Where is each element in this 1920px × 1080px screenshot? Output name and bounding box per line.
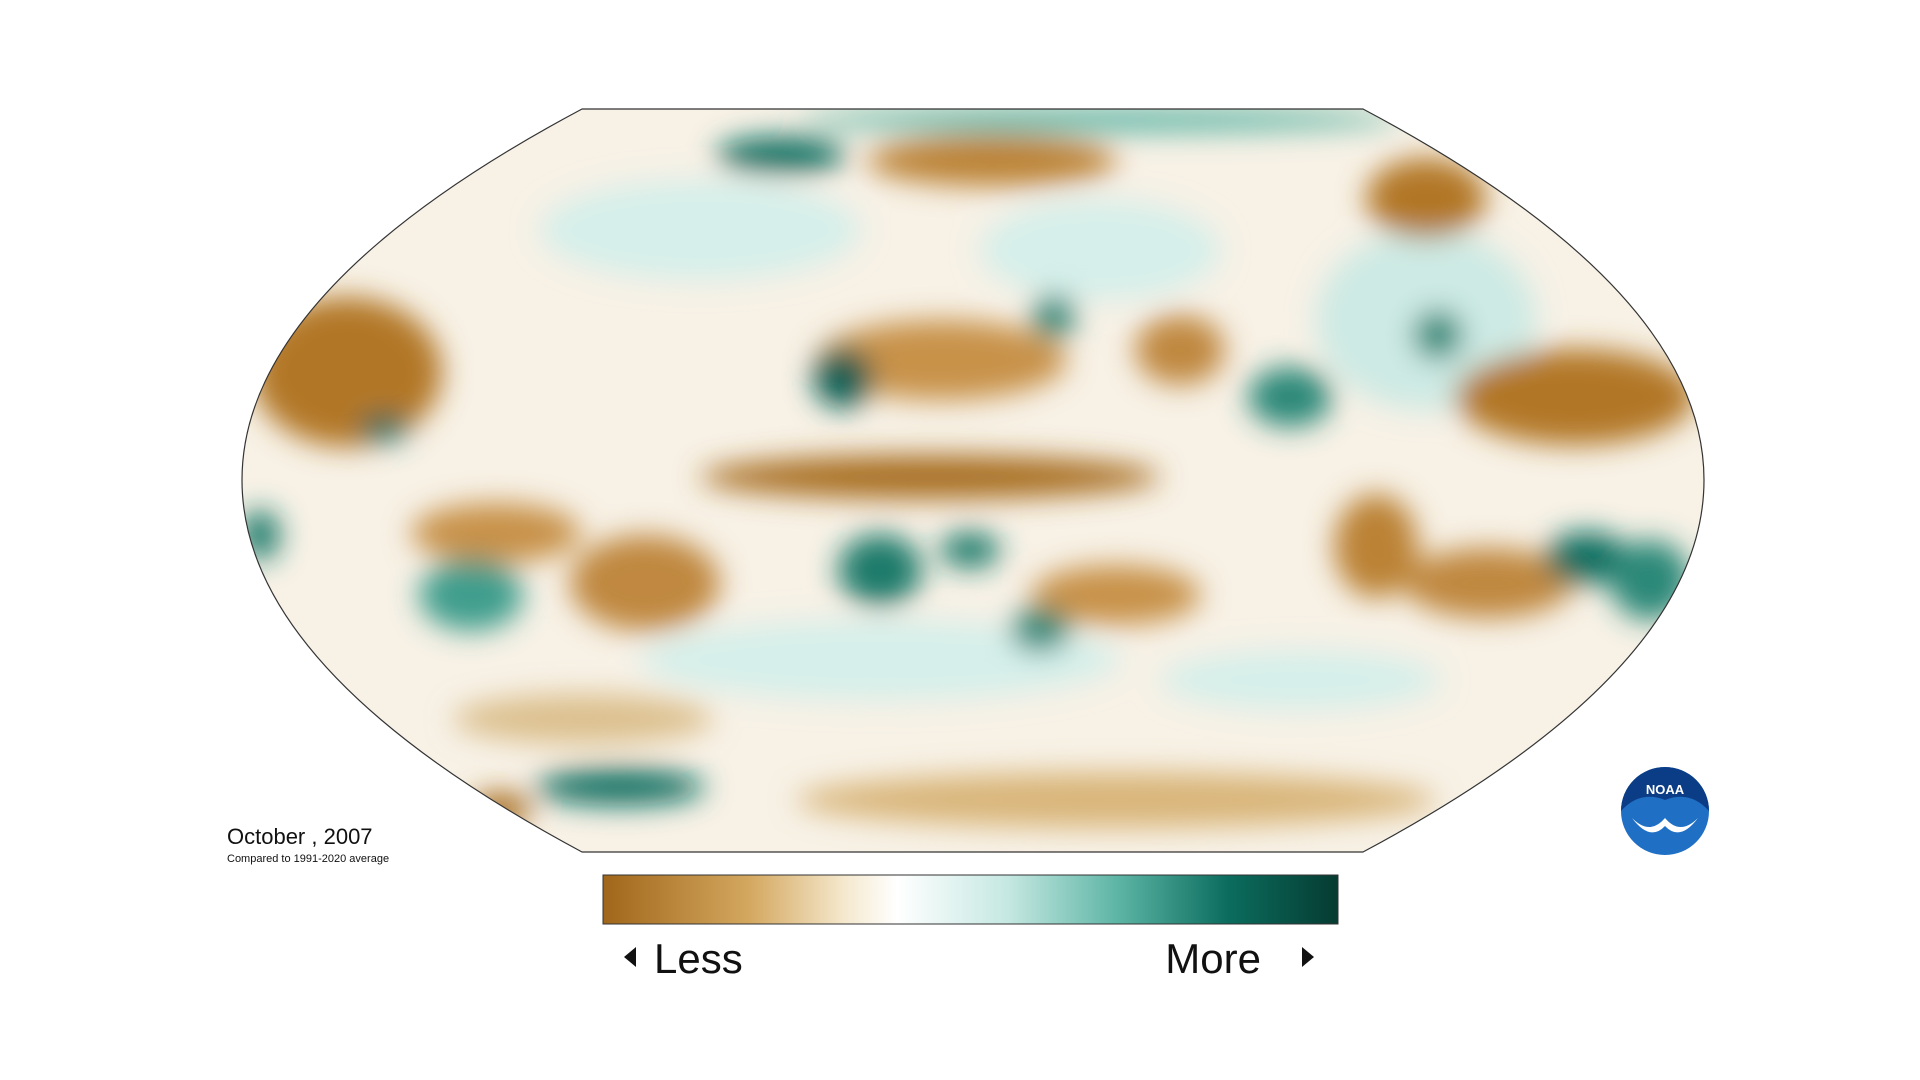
legend-low-label: Less: [654, 935, 743, 982]
noaa-logo: NOAA: [1621, 767, 1709, 855]
color-scale: [602, 874, 1339, 925]
logo-top: [1621, 767, 1709, 811]
map-border: [241, 108, 1705, 853]
more-arrow: [1302, 947, 1314, 967]
map: [242, 109, 1704, 852]
logo-text: NOAA: [1646, 782, 1685, 797]
logo-bird: [1632, 818, 1698, 833]
less-arrow: [624, 947, 636, 967]
map-subtitle: Compared to 1991-2020 average: [227, 853, 389, 865]
map-title: October , 2007: [227, 824, 373, 849]
legend-high-label: More: [1165, 935, 1261, 982]
anomaly-field: [242, 109, 1695, 828]
